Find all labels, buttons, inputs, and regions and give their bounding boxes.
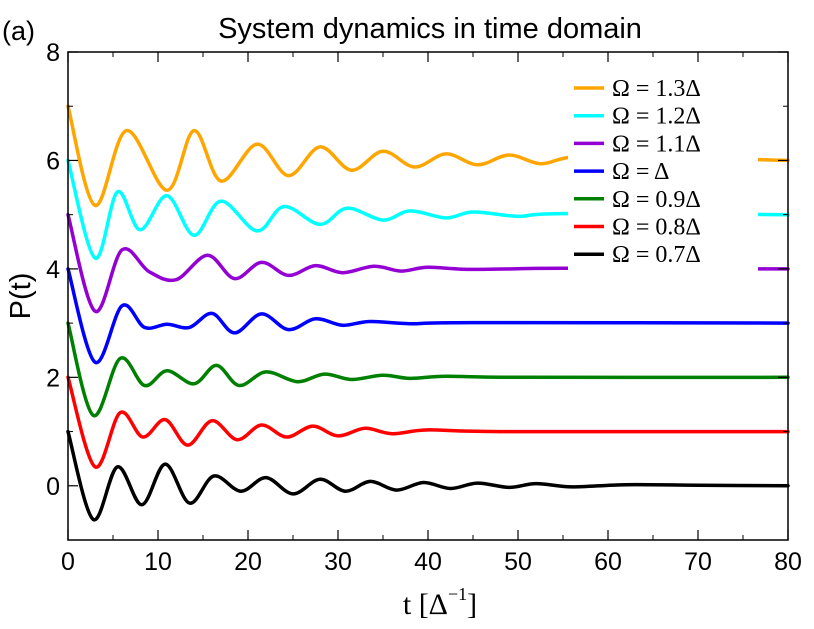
series-line <box>66 375 790 469</box>
series-layer <box>66 104 790 522</box>
y-tick-label: 0 <box>46 473 60 501</box>
x-axis-label-exponent: −1 <box>448 584 467 604</box>
x-tick-label: 20 <box>234 548 262 576</box>
x-tick-label: 0 <box>61 548 75 576</box>
legend-label: Ω = 1.1Δ <box>612 131 701 157</box>
y-axis-label: P(t) <box>5 273 37 320</box>
series-line <box>66 267 790 364</box>
legend-label: Ω = 1.3Δ <box>612 76 701 102</box>
x-tick-label: 60 <box>594 548 622 576</box>
panel-label: (a) <box>2 16 35 46</box>
y-tick-label: 2 <box>46 364 60 392</box>
legend-label: Ω = Δ <box>612 159 669 185</box>
x-tick-label: 40 <box>414 548 442 576</box>
y-axis: 0 2 4 6 8 <box>46 39 788 541</box>
legend-label: Ω = 0.7Δ <box>612 242 701 268</box>
y-tick-label: 6 <box>46 147 60 175</box>
x-axis: 0 10 20 30 40 50 60 70 80 <box>61 52 802 576</box>
legend-background <box>568 66 758 272</box>
x-tick-label: 50 <box>504 548 532 576</box>
x-tick-label: 30 <box>324 548 352 576</box>
series-line <box>66 321 790 418</box>
legend-label: Ω = 0.8Δ <box>612 215 701 241</box>
legend-label: Ω = 0.9Δ <box>612 187 701 213</box>
x-axis-label: t [Δ−1] <box>403 584 477 621</box>
y-tick-label: 8 <box>46 39 60 67</box>
x-axis-label-main: t [Δ <box>403 588 448 621</box>
series-line <box>66 212 790 313</box>
x-tick-label: 80 <box>774 548 802 576</box>
x-axis-label-close: ] <box>467 588 477 621</box>
chart-title: System dynamics in time domain <box>218 13 642 45</box>
legend-label: Ω = 1.2Δ <box>612 104 701 130</box>
legend: Ω = 1.3ΔΩ = 1.2ΔΩ = 1.1ΔΩ = ΔΩ = 0.9ΔΩ =… <box>568 66 758 272</box>
series-line <box>66 429 790 522</box>
series-line <box>66 158 790 260</box>
x-tick-label: 70 <box>684 548 712 576</box>
y-tick-label: 4 <box>46 256 60 284</box>
x-tick-label: 10 <box>144 548 172 576</box>
